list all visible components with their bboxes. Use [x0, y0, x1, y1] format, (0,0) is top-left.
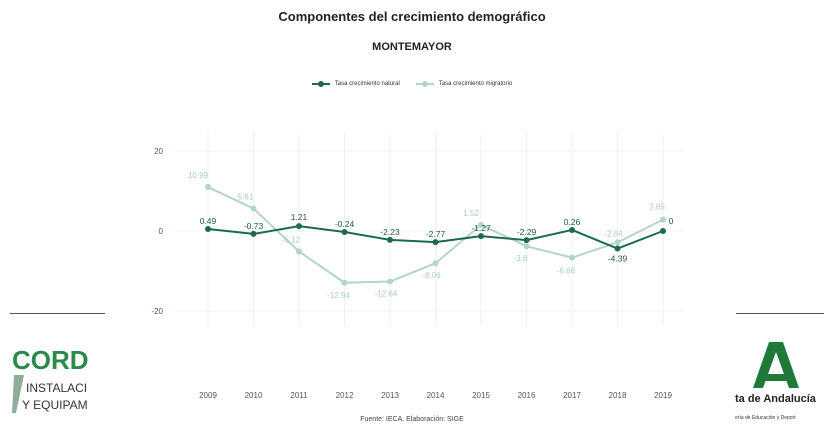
data-label-migratorio: 2.85 [649, 203, 665, 212]
chart-subtitle: MONTEMAYOR [372, 41, 452, 53]
data-label-natural: 1.21 [291, 212, 308, 222]
data-label-natural: 0.49 [200, 216, 217, 226]
legend-item-migratorio[interactable]: Tasa crecimiento migratorio [415, 80, 513, 88]
chart-legend: Tasa crecimiento natural Tasa crecimient… [0, 80, 824, 88]
data-label-natural: 0 [669, 216, 674, 226]
data-point-migratorio [341, 279, 348, 286]
x-tick-label: 2014 [427, 391, 445, 400]
x-tick-label: 2018 [609, 391, 627, 400]
data-point-natural [341, 228, 348, 235]
data-label-migratorio: 5.61 [238, 193, 254, 202]
y-tick-label: 20 [154, 147, 163, 156]
data-label-natural: -2.77 [426, 229, 446, 239]
y-tick-label: 0 [159, 227, 164, 236]
x-tick-label: 2009 [199, 391, 217, 400]
legend-swatch-natural [311, 80, 330, 88]
data-label-natural: -4.39 [608, 254, 628, 264]
data-point-migratorio [523, 243, 530, 250]
svg-text:Y EQUIPAM: Y EQUIPAM [22, 398, 88, 412]
data-label-natural: -2.29 [517, 227, 537, 237]
cord-logo: CORD INSTALACI Y EQUIPAM [12, 345, 108, 415]
data-point-natural [478, 233, 484, 240]
chart-title: Componentes del crecimiento demográfico [278, 9, 546, 24]
data-point-natural [660, 228, 666, 234]
data-point-natural [387, 236, 393, 243]
data-point-migratorio [387, 278, 393, 285]
data-point-migratorio [250, 205, 257, 212]
legend-swatch-migratorio [415, 80, 434, 88]
data-label-migratorio: -2.84 [604, 229, 623, 238]
data-point-natural [569, 226, 575, 233]
data-point-natural [614, 245, 621, 252]
data-label-migratorio: -8.06 [422, 271, 441, 280]
x-tick-label: 2017 [563, 391, 581, 400]
x-tick-label: 2019 [654, 391, 672, 400]
data-label-migratorio: -5.12 [282, 235, 301, 244]
data-point-migratorio [205, 184, 211, 191]
junta-andalucia-logo: ta de Andalucía ería de Educación y Depo… [735, 340, 824, 425]
data-label-natural: -0.24 [335, 219, 355, 229]
svg-text:CORD: CORD [12, 345, 89, 375]
data-point-migratorio [569, 254, 575, 261]
data-label-migratorio: -3.8 [514, 254, 528, 263]
data-point-natural [296, 223, 302, 230]
data-label-migratorio: -12.64 [375, 290, 398, 299]
cord-logo-mark: CORD INSTALACI Y EQUIPAM [12, 345, 89, 413]
data-label-migratorio: -6.66 [557, 267, 576, 276]
right-divider [736, 313, 824, 314]
data-point-migratorio [614, 239, 621, 246]
legend-label-migratorio: Tasa crecimiento migratorio [438, 81, 513, 87]
data-label-natural: -1.27 [471, 223, 491, 233]
x-tick-label: 2015 [472, 391, 490, 400]
data-point-migratorio [432, 260, 439, 267]
svg-text:ería de Educación y Deport: ería de Educación y Deport [735, 415, 796, 421]
svg-text:ta de Andalucía: ta de Andalucía [735, 393, 817, 405]
svg-text:INSTALACI: INSTALACI [26, 381, 87, 395]
data-point-natural [523, 237, 530, 244]
data-label-natural: -2.23 [380, 227, 400, 237]
chart-source: Fuente: IECA. Elaboración: SIGE [360, 416, 464, 423]
data-point-natural [205, 226, 211, 233]
y-tick-label: -20 [151, 307, 163, 316]
legend-item-natural[interactable]: Tasa crecimiento natural [311, 80, 400, 88]
data-label-natural: -0.73 [244, 221, 264, 231]
x-tick-label: 2012 [336, 391, 354, 400]
x-tick-label: 2013 [381, 391, 399, 400]
left-divider [10, 313, 105, 314]
x-tick-label: 2011 [290, 391, 308, 400]
x-tick-label: 2016 [518, 391, 536, 400]
data-point-natural [432, 239, 439, 246]
data-label-migratorio: -12.94 [327, 291, 350, 300]
x-tick-label: 2010 [245, 391, 263, 400]
data-label-migratorio: 10.99 [188, 171, 209, 180]
data-point-migratorio [296, 248, 302, 255]
data-point-migratorio [660, 216, 666, 223]
data-point-migratorio [478, 221, 484, 228]
legend-label-natural: Tasa crecimiento natural [334, 81, 400, 87]
data-label-natural: 0.26 [564, 217, 581, 227]
plot-background [175, 132, 684, 326]
junta-logo-mark: ta de Andalucía ería de Educación y Depo… [735, 342, 817, 421]
data-label-migratorio: 1.52 [463, 209, 479, 218]
data-point-natural [250, 230, 257, 237]
